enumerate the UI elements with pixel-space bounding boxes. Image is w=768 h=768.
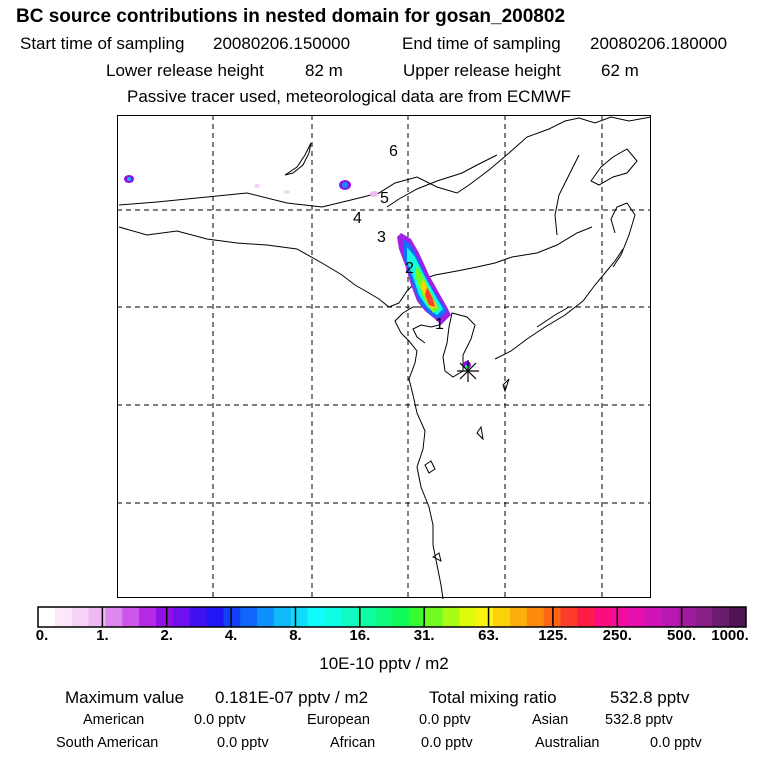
coastlines [118,116,652,599]
colorbar-units: 10E-10 pptv / m2 [319,654,449,673]
colorbar-tick-label: 4. [224,627,238,644]
colorbar-swatch [223,607,241,627]
colorbar-swatch [122,607,140,627]
colorbar-swatch [628,607,646,627]
colorbar-tick-label: 1. [96,627,109,644]
colorbar-swatch [442,607,460,627]
african-value: 0.0 pptv [421,735,473,751]
colorbar-tick-label: 8. [289,627,302,644]
colorbar-swatch [375,607,393,627]
colorbar-swatch [105,607,123,627]
colorbar-swatch [54,607,73,627]
max-value: 0.181E-07 pptv / m2 [215,688,369,707]
plot-title: BC source contributions in nested domain… [16,6,566,27]
start-time-value: 20080206.150000 [213,34,351,53]
colorbar-swatch [358,607,376,627]
asian-label: Asian [532,712,569,728]
colorbar-swatch [644,607,663,627]
colorbar-swatch [307,607,326,627]
asian-value: 532.8 pptv [605,712,673,728]
lower-release-value: 82 m [305,61,343,80]
colorbar-swatch [459,607,477,627]
colorbar-swatch [510,607,528,627]
african-label: African [330,735,376,751]
colorbar-swatch [611,607,629,627]
receptor-marker [457,360,479,382]
american-value: 0.0 pptv [194,712,246,728]
colorbar-tick-label: 63. [478,627,499,644]
map-frame [117,115,651,598]
colorbar-swatch [695,607,713,627]
colorbar-tick-label: 16. [349,627,371,644]
max-value-label: Maximum value [65,688,185,707]
colorbar-swatch [729,607,747,627]
european-value: 0.0 pptv [419,712,471,728]
colorbar-swatch [139,607,157,627]
colorbar-tick-label: 125. [538,627,568,644]
colorbar-swatch [257,607,275,627]
colorbar-swatch [156,607,174,627]
day-label-5: 5 [380,190,389,207]
colorbar-swatch [324,607,342,627]
colorbar-swatch [189,607,208,627]
upper-release-label: Upper release height [403,61,561,80]
tracer-plume [124,175,471,369]
colorbar-tick-label: 1000. [711,627,749,644]
day-label-3: 3 [377,229,386,246]
day-label-4: 4 [353,210,362,227]
colorbar-swatch [38,607,56,627]
colorbar-tick-label: 0. [35,627,49,644]
end-time-label: End time of sampling [402,34,561,53]
colorbar-tick-label: 31. [413,627,435,644]
australian-value: 0.0 pptv [650,735,702,751]
colorbar-swatch [274,607,292,627]
colorbar-border [37,606,747,628]
lat-lon-grid [117,115,651,598]
colorbar-swatch [560,607,578,627]
colorbar-swatch [577,607,595,627]
total-mixing-label: Total mixing ratio [429,688,557,707]
colorbar-swatch [206,607,224,627]
american-label: American [83,712,145,728]
day-label-2: 2 [405,260,414,277]
colorbar-swatch [240,607,258,627]
source-contribution-map: 1 2 3 4 5 6 [117,115,652,599]
day-label-6: 6 [389,143,398,160]
colorbar-swatch [526,607,545,627]
colorbar-swatch [71,607,90,627]
total-mixing-value: 532.8 pptv [610,688,690,707]
start-time-label: Start time of sampling [20,34,185,53]
south-american-label: South American [56,735,159,751]
colorbar-swatch [661,607,680,627]
colorbar-swatch [290,607,309,627]
colorbar-tick-label: 250. [602,627,632,644]
colorbar-swatch [88,607,106,627]
colorbar-swatch [425,607,444,627]
end-time-value: 20080206.180000 [590,34,728,53]
colorbar [37,606,747,628]
colorbar-tick-label: 2. [160,627,173,644]
colorbar-swatch [493,607,511,627]
colorbar-swatch [408,607,427,627]
day-label-1: 1 [435,316,444,333]
south-american-value: 0.0 pptv [217,735,269,751]
australian-label: Australian [535,735,600,751]
colorbar-swatch [392,607,410,627]
colorbar-tick-label: 500. [667,627,697,644]
colorbar-swatch [594,607,612,627]
lower-release-label: Lower release height [106,61,264,80]
european-label: European [307,712,370,728]
subtitle: Passive tracer used, meteorological data… [127,87,572,106]
colorbar-swatch [172,607,191,627]
colorbar-swatch [678,607,696,627]
colorbar-swatch [341,607,359,627]
colorbar-swatch [712,607,730,627]
upper-release-value: 62 m [601,61,639,80]
colorbar-swatch [476,607,494,627]
